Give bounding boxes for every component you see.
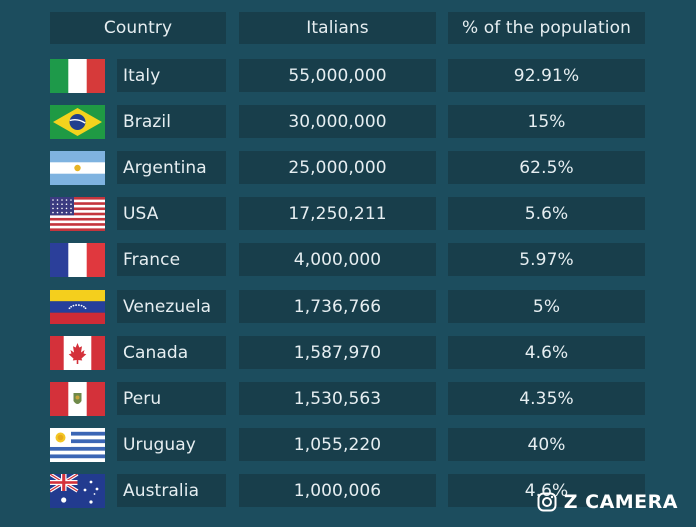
italians-count-cell: 17,250,211 [239, 197, 436, 230]
population-percent-cell: 4.6% [448, 336, 645, 369]
population-percent-cell: 4.35% [448, 382, 645, 415]
brazil-flag-icon [50, 105, 105, 139]
italians-count-cell: 25,000,000 [239, 151, 436, 184]
population-percent-cell: 40% [448, 428, 645, 461]
france-flag-icon [50, 243, 105, 277]
usa-flag-icon [50, 197, 105, 231]
italians-count-cell: 1,000,006 [239, 474, 436, 507]
camera-icon [537, 492, 557, 512]
watermark-text: Z CAMERA [563, 491, 678, 513]
population-percent-cell: 15% [448, 105, 645, 138]
country-name-cell: USA [117, 197, 226, 230]
header-italians: Italians [239, 12, 436, 44]
argentina-flag-icon [50, 151, 105, 185]
population-percent-cell: 5% [448, 290, 645, 323]
italians-count-cell: 1,587,970 [239, 336, 436, 369]
italians-count-cell: 4,000,000 [239, 243, 436, 276]
population-percent-cell: 62.5% [448, 151, 645, 184]
population-percent-cell: 5.6% [448, 197, 645, 230]
canada-flag-icon [50, 336, 105, 370]
country-name-cell: Uruguay [117, 428, 226, 461]
italians-count-cell: 1,055,220 [239, 428, 436, 461]
country-name-cell: Brazil [117, 105, 226, 138]
italians-count-cell: 1,736,766 [239, 290, 436, 323]
uruguay-flag-icon [50, 428, 105, 462]
italians-count-cell: 30,000,000 [239, 105, 436, 138]
italians-count-cell: 1,530,563 [239, 382, 436, 415]
country-name-cell: Australia [117, 474, 226, 507]
country-name-cell: Argentina [117, 151, 226, 184]
population-percent-cell: 5.97% [448, 243, 645, 276]
population-percent-cell: 4.6% [448, 474, 645, 507]
country-name-cell: Peru [117, 382, 226, 415]
country-name-cell: Venezuela [117, 290, 226, 323]
country-name-cell: Canada [117, 336, 226, 369]
population-percent-cell: 92.91% [448, 59, 645, 92]
country-name-cell: France [117, 243, 226, 276]
watermark: Z CAMERA [537, 491, 678, 513]
italy-flag-icon [50, 59, 105, 93]
header-percent: % of the population [448, 12, 645, 44]
australia-flag-icon [50, 474, 105, 508]
venezuela-flag-icon [50, 290, 105, 324]
italians-count-cell: 55,000,000 [239, 59, 436, 92]
country-name-cell: Italy [117, 59, 226, 92]
peru-flag-icon [50, 382, 105, 416]
header-country: Country [50, 12, 226, 44]
